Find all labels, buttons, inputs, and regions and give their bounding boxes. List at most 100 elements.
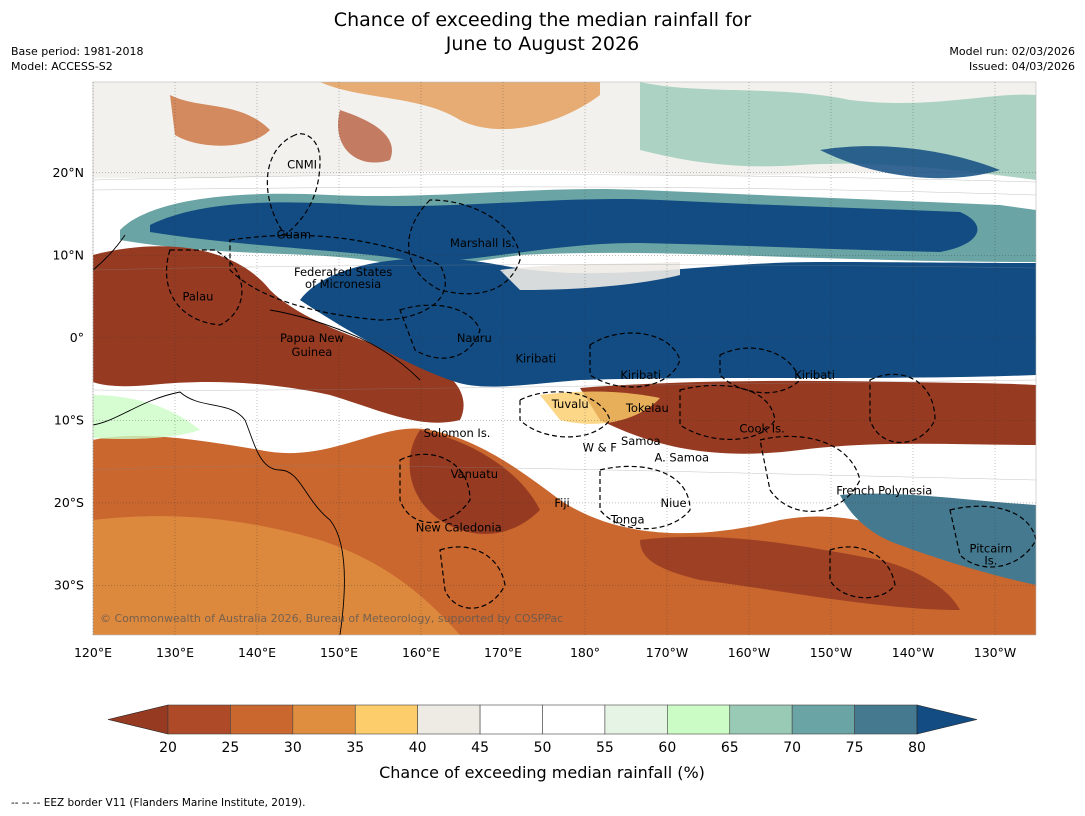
southeast-wet-patch	[840, 493, 1036, 585]
colorbar-swatch	[479, 704, 543, 735]
title-line-2: June to August 2026	[445, 33, 640, 55]
lat-tick-label: 20°N	[52, 165, 84, 180]
lon-tick-label: 170°E	[484, 645, 522, 660]
lon-tick-label: 180°	[570, 645, 600, 660]
colorbar-tick-label: 30	[284, 740, 302, 756]
lat-tick-label: 10°S	[54, 412, 84, 427]
colorbar-tick-label: 55	[596, 740, 614, 756]
vanuatu-dry-core	[409, 430, 540, 534]
eez-borders	[165, 133, 1036, 609]
chart-title: Chance of exceeding the median rainfall …	[0, 8, 1085, 56]
colorbar-tick-label: 70	[783, 740, 801, 756]
equatorial-wet-tongue	[300, 258, 1036, 387]
colorbar-tick-label: 80	[908, 740, 926, 756]
region-label: French Polynesia	[836, 484, 932, 498]
contour-lines	[93, 174, 1036, 481]
model-name: Model: ACCESS-S2	[11, 60, 113, 73]
region-label: Samoa	[621, 434, 661, 448]
colorbar-tick-label: 60	[658, 740, 676, 756]
region-label: A. Samoa	[654, 451, 709, 465]
region-label: Guinea	[292, 345, 333, 359]
region-label: Federated States	[294, 265, 392, 279]
colorbar-swatch	[604, 704, 668, 735]
north-dry-patch	[320, 82, 600, 130]
colorbar-swatch	[729, 704, 793, 735]
coastline	[93, 234, 421, 635]
region-label: Guam	[277, 228, 311, 242]
region-label: Vanuatu	[451, 467, 498, 481]
colorbar-tick-label: 50	[534, 740, 552, 756]
colorbar-tick-label: 45	[471, 740, 489, 756]
colorbar-swatch	[230, 704, 294, 735]
coral-sea-wet-patch	[93, 395, 200, 440]
title-line-1: Chance of exceeding the median rainfall …	[333, 9, 752, 31]
lat-tick-label: 0°	[70, 330, 84, 345]
meta-right: Model run: 02/03/2026 Issued: 04/03/2026	[949, 44, 1075, 74]
colorbar-tick-label: 25	[222, 740, 240, 756]
maritime-dry-area	[93, 246, 464, 423]
lat-tick-label: 30°S	[54, 577, 84, 592]
lon-tick-label: 150°W	[810, 645, 852, 660]
lon-tick-label: 160°W	[728, 645, 770, 660]
region-label: Niue	[660, 496, 686, 510]
colorbar-tick-label: 75	[846, 740, 864, 756]
colorbar-below-arrow	[107, 704, 169, 735]
colorbar-swatch	[354, 704, 418, 735]
region-label: Pitcairn	[970, 541, 1013, 555]
colorbar-tick-label: 20	[159, 740, 177, 756]
colorbar-tick-label: 40	[409, 740, 427, 756]
graticule	[92, 82, 1036, 635]
region-label: of Micronesia	[305, 277, 381, 291]
colorbar: 20 25 30 35 40 45 50 55 60 65 70 75 80	[107, 704, 978, 756]
colorbar-swatch	[167, 704, 231, 735]
region-label: Tonga	[610, 512, 645, 526]
north-dry-patch	[170, 95, 270, 146]
region-label: Fiji	[554, 496, 569, 510]
lat-tick-label: 10°N	[52, 247, 84, 262]
colorbar-swatch	[292, 704, 356, 735]
southwest-dry-light	[93, 516, 460, 635]
copyright-text: © Commonwealth of Australia 2026, Bureau…	[100, 612, 563, 625]
region-label: Marshall Is.	[450, 236, 515, 250]
region-label: Tokelau	[625, 401, 669, 415]
colorbar-title: Chance of exceeding median rainfall (%)	[379, 763, 705, 782]
colorbar-swatch	[854, 704, 918, 735]
lat-tick-label: 20°S	[54, 495, 84, 510]
region-label: Nauru	[457, 331, 492, 345]
region-label: Kiribati	[620, 368, 661, 382]
issued-date: Issued: 04/03/2026	[968, 60, 1075, 73]
region-label: Papua New	[280, 331, 344, 345]
equatorial-neutral-gap	[500, 262, 680, 290]
lon-tick-label: 130°E	[156, 645, 194, 660]
colorbar-swatch	[791, 704, 855, 735]
lon-tick-label: 120°E	[74, 645, 112, 660]
colorbar-swatch	[417, 704, 481, 735]
footer-note: -- -- -- EEZ border V11 (Flanders Marine…	[11, 797, 306, 809]
region-label: Cook Is.	[739, 422, 784, 436]
region-label: CNMI	[287, 158, 317, 172]
rainfall-map: © Commonwealth of Australia 2026, Bureau…	[93, 82, 1036, 635]
north-dry-patch	[338, 110, 392, 163]
region-label: Solomon Is.	[424, 426, 491, 440]
north-wet-core	[820, 146, 1000, 179]
lon-tick-label: 140°E	[238, 645, 276, 660]
region-label: New Caledonia	[416, 521, 502, 535]
model-run: Model run: 02/03/2026	[949, 45, 1075, 58]
wet-band-north	[150, 198, 978, 262]
region-label: Kiribati	[515, 352, 556, 366]
lon-tick-label: 170°W	[646, 645, 688, 660]
lon-tick-label: 140°W	[892, 645, 934, 660]
meta-left: Base period: 1981-2018 Model: ACCESS-S2	[11, 44, 143, 74]
southeast-dry-core	[640, 536, 960, 610]
map-axes: 120°E 130°E 140°E 150°E 160°E 170°E 180° 170°W 1…	[52, 165, 1016, 660]
dry-band-edge	[540, 391, 660, 424]
colorbar-tick-label: 65	[721, 740, 739, 756]
colorbar-swatch	[667, 704, 731, 735]
colorbar-swatch	[542, 704, 606, 735]
base-period: Base period: 1981-2018	[11, 45, 144, 58]
region-label: W & F	[583, 441, 617, 455]
region-label: Tuvalu	[551, 397, 589, 411]
region-label: Palau	[182, 290, 213, 304]
